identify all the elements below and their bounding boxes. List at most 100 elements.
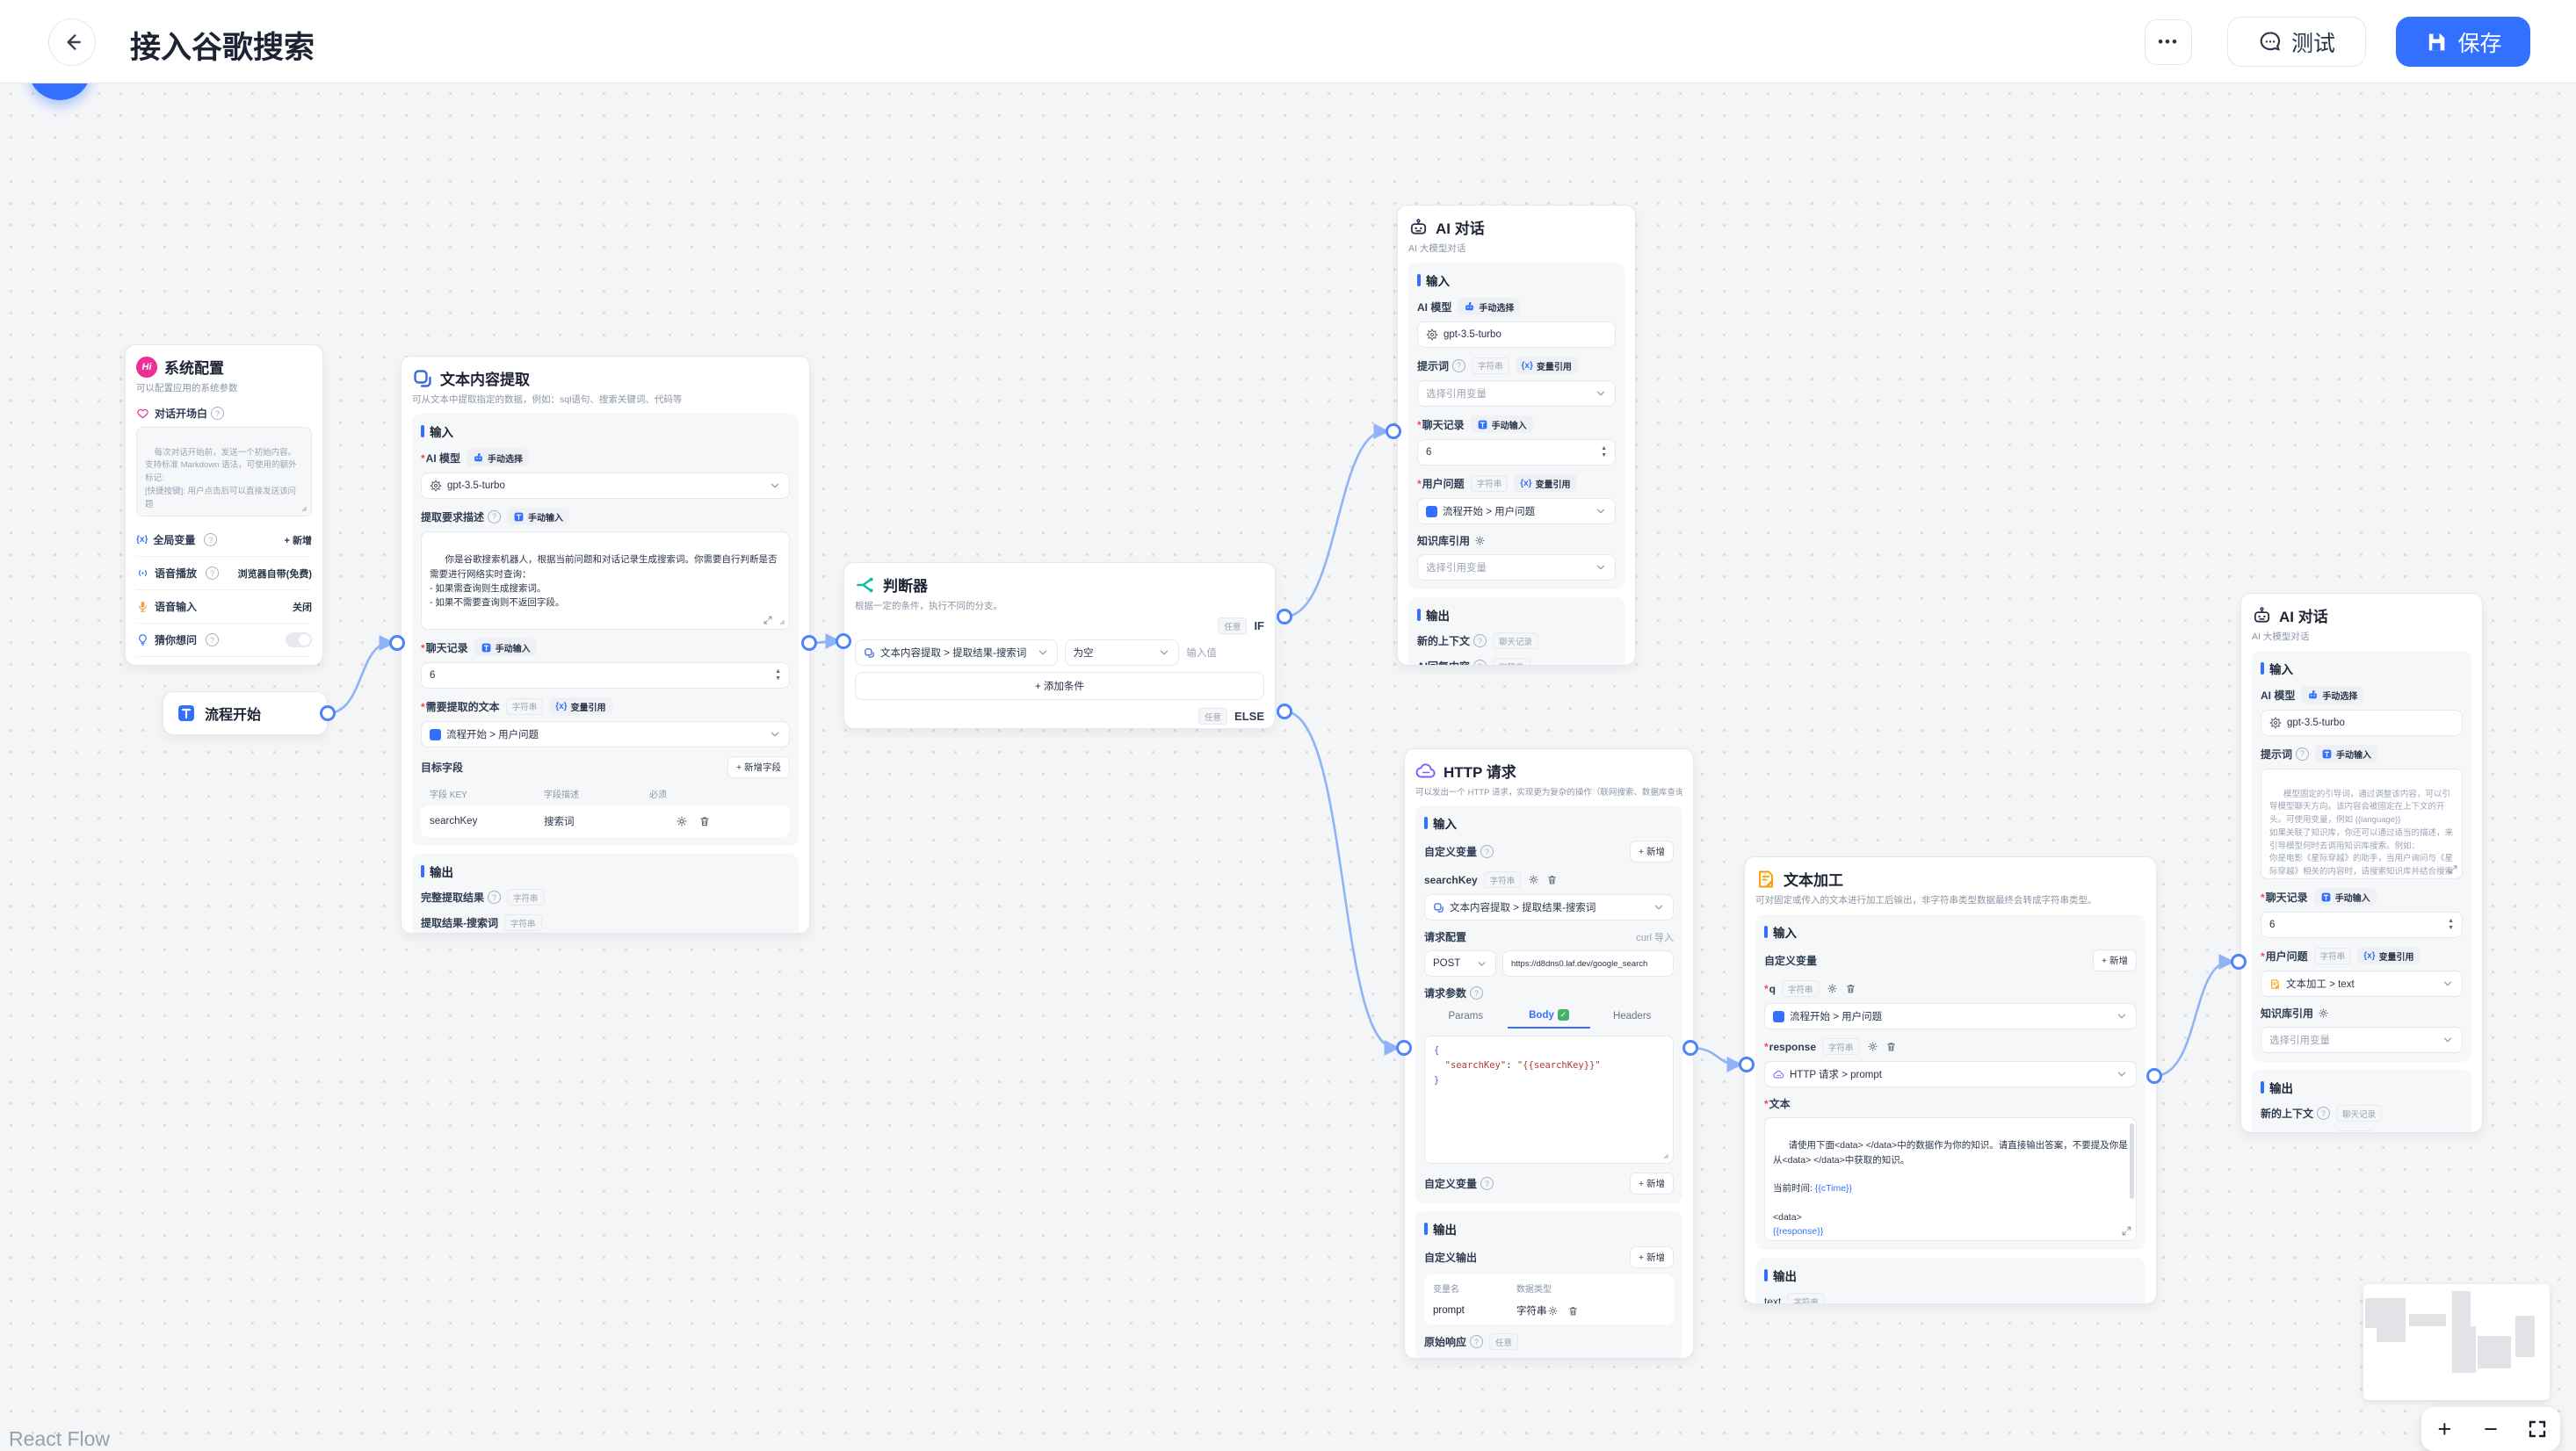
help-icon[interactable] xyxy=(2317,1132,2330,1133)
add-condition-button[interactable]: + 添加条件 xyxy=(855,672,1264,700)
varref-badge[interactable]: 变量引用 xyxy=(549,697,612,715)
trash-icon[interactable] xyxy=(1845,983,1856,994)
var2-value-select[interactable]: HTTP 请求 > prompt xyxy=(1764,1061,2137,1087)
add-var-button[interactable]: + 新增 xyxy=(1629,1173,1674,1195)
add-output-button[interactable]: + 新增 xyxy=(1629,1246,1674,1268)
model-select[interactable]: gpt-3.5-turbo xyxy=(1417,321,1616,348)
handle-condition-if-out[interactable] xyxy=(1277,609,1292,624)
varref-badge[interactable]: 变量引用 xyxy=(1514,474,1577,492)
question-select[interactable]: 文本加工 > text xyxy=(2261,971,2463,997)
gear-icon[interactable] xyxy=(1827,983,1838,994)
gear-icon[interactable] xyxy=(1547,1305,1559,1317)
help-icon[interactable] xyxy=(1452,358,1466,372)
resize-icon[interactable] xyxy=(1659,1149,1669,1159)
fit-view-button[interactable] xyxy=(2520,1419,2555,1440)
expand-icon[interactable] xyxy=(2448,864,2458,875)
condition-variable-select[interactable]: 文本内容提取 > 提取结果-搜索词 xyxy=(855,639,1058,666)
var-value-select[interactable]: 文本内容提取 > 提取结果-搜索词 xyxy=(1424,894,1674,920)
kb-select[interactable]: 选择引用变量 xyxy=(2261,1027,2463,1053)
handle-text-process-out[interactable] xyxy=(2146,1068,2162,1084)
handle-text-extract-in[interactable] xyxy=(389,635,405,651)
handle-http-out[interactable] xyxy=(1682,1040,1698,1056)
help-icon[interactable] xyxy=(1480,845,1494,858)
tab-body[interactable]: Body xyxy=(1507,1009,1591,1029)
help-icon[interactable] xyxy=(488,509,502,523)
help-icon[interactable] xyxy=(2317,1107,2331,1120)
help-icon[interactable] xyxy=(1480,1177,1494,1190)
handle-ai-chat-right-in[interactable] xyxy=(2231,954,2247,970)
output-row[interactable]: prompt 字符串 xyxy=(1433,1303,1665,1317)
add-var-button[interactable]: + 新增 xyxy=(1629,841,1674,863)
help-icon[interactable] xyxy=(1470,986,1484,1000)
add-var-button[interactable]: + 新增 xyxy=(2092,949,2137,971)
handle-text-extract-out[interactable] xyxy=(801,635,817,651)
edge-flowstart-textextract[interactable] xyxy=(327,634,395,715)
condition-value-input[interactable]: 输入值 xyxy=(1186,648,1217,659)
edge-textprocess-aichat2[interactable] xyxy=(2153,953,2235,1078)
handle-flow-start-out[interactable] xyxy=(320,705,336,721)
help-icon[interactable] xyxy=(206,633,220,646)
manual-input-badge[interactable]: 手动输入 xyxy=(474,639,537,656)
history-input[interactable]: 6 ▲ ▼ xyxy=(421,662,790,689)
zoom-out-button[interactable]: − xyxy=(2484,1415,2498,1442)
target-text-select[interactable]: 流程开始 > 用户问题 xyxy=(421,721,790,747)
number-stepper[interactable]: ▲ ▼ xyxy=(775,668,781,682)
help-icon[interactable] xyxy=(2296,747,2310,761)
node-flow-start[interactable]: 流程开始 xyxy=(163,691,328,735)
manual-select-badge[interactable]: 手动选择 xyxy=(467,449,530,466)
suggest-toggle[interactable] xyxy=(286,632,312,647)
text-textarea[interactable]: 请使用下面<data> </data>中的数据作为你的知识。请直接输出答案，不要… xyxy=(1764,1117,2137,1241)
node-text-process[interactable]: 文本加工 可对固定或传入的文本进行加工后输出，非字符串类型数据最终会转成字符串类… xyxy=(1744,856,2157,1304)
node-system-config[interactable]: Hi 系统配置 可以配置应用的系统参数 对话开场白 每次对话开始前，发送一个初始… xyxy=(125,344,323,666)
handle-ai-chat-top-in[interactable] xyxy=(1386,423,1401,439)
var1-value-select[interactable]: 流程开始 > 用户问题 xyxy=(1764,1003,2137,1029)
model-select[interactable]: gpt-3.5-turbo xyxy=(421,473,790,499)
number-stepper[interactable]: ▲ ▼ xyxy=(2448,918,2454,931)
help-icon[interactable] xyxy=(488,891,502,904)
reactflow-attribution[interactable]: React Flow xyxy=(9,1427,111,1450)
node-ai-chat-top[interactable]: AI 对话 AI 大模型对话 输入 AI 模型 手动选择 gpt-3.5-tur… xyxy=(1397,205,1636,666)
gear-icon[interactable] xyxy=(1528,874,1539,885)
trash-icon[interactable] xyxy=(698,815,711,827)
handle-condition-else-out[interactable] xyxy=(1277,704,1292,719)
edge-else-http[interactable] xyxy=(1284,710,1400,1057)
add-field-button[interactable]: + 新增字段 xyxy=(727,756,790,778)
node-http-request[interactable]: HTTP 请求 可以发出一个 HTTP 请求，实现更为复杂的操作（联网搜索、数据… xyxy=(1404,748,1694,1359)
varref-badge[interactable]: 变量引用 xyxy=(1515,357,1578,374)
help-icon[interactable] xyxy=(1470,1335,1484,1348)
model-select[interactable]: gpt-3.5-turbo xyxy=(2261,710,2463,736)
varref-badge[interactable]: 变量引用 xyxy=(2357,947,2420,964)
opening-textarea[interactable]: 每次对话开始前，发送一个初始内容。支持标准 Markdown 语法，可使用的额外… xyxy=(136,427,312,516)
handle-text-process-in[interactable] xyxy=(1739,1057,1755,1072)
node-ai-chat-right[interactable]: AI 对话 AI 大模型对话 输入 AI 模型 手动选择 gpt-3.5-tur… xyxy=(2240,593,2483,1133)
handle-http-in[interactable] xyxy=(1396,1040,1412,1056)
minimap[interactable] xyxy=(2363,1284,2550,1400)
expand-icon[interactable] xyxy=(2121,1225,2132,1237)
manual-select-badge[interactable]: 手动选择 xyxy=(2301,686,2364,704)
kb-select[interactable]: 选择引用变量 xyxy=(1417,554,1616,581)
handle-condition-in[interactable] xyxy=(836,633,851,649)
help-icon[interactable] xyxy=(211,407,225,420)
add-global-var-button[interactable]: + 新增 xyxy=(284,535,312,546)
manual-input-badge[interactable]: 手动输入 xyxy=(2315,745,2378,762)
gear-icon[interactable] xyxy=(2318,1007,2329,1019)
method-select[interactable]: POST xyxy=(1424,950,1496,977)
zoom-in-button[interactable]: + xyxy=(2437,1415,2452,1442)
field-row[interactable]: searchKey 搜索词 xyxy=(421,805,790,837)
trash-icon[interactable] xyxy=(1885,1041,1897,1052)
voice-input-value[interactable]: 关闭 xyxy=(293,602,312,613)
resize-icon[interactable] xyxy=(297,502,308,512)
gear-icon[interactable] xyxy=(1867,1041,1878,1052)
test-button[interactable]: 测试 xyxy=(2227,17,2366,67)
history-input[interactable]: 6 ▲ ▼ xyxy=(2261,912,2463,938)
condition-operator-select[interactable]: 为空 xyxy=(1064,639,1180,666)
number-stepper[interactable]: ▲ ▼ xyxy=(1601,445,1607,458)
more-button[interactable]: ••• xyxy=(2145,19,2192,65)
prompt-select[interactable]: 选择引用变量 xyxy=(1417,380,1616,407)
manual-select-badge[interactable]: 手动选择 xyxy=(1458,298,1521,315)
back-button[interactable] xyxy=(48,18,96,66)
scrollbar[interactable] xyxy=(2130,1123,2134,1200)
manual-input-badge[interactable]: 手动输入 xyxy=(1470,415,1533,433)
help-icon[interactable] xyxy=(1473,660,1487,665)
help-icon[interactable] xyxy=(204,533,218,546)
